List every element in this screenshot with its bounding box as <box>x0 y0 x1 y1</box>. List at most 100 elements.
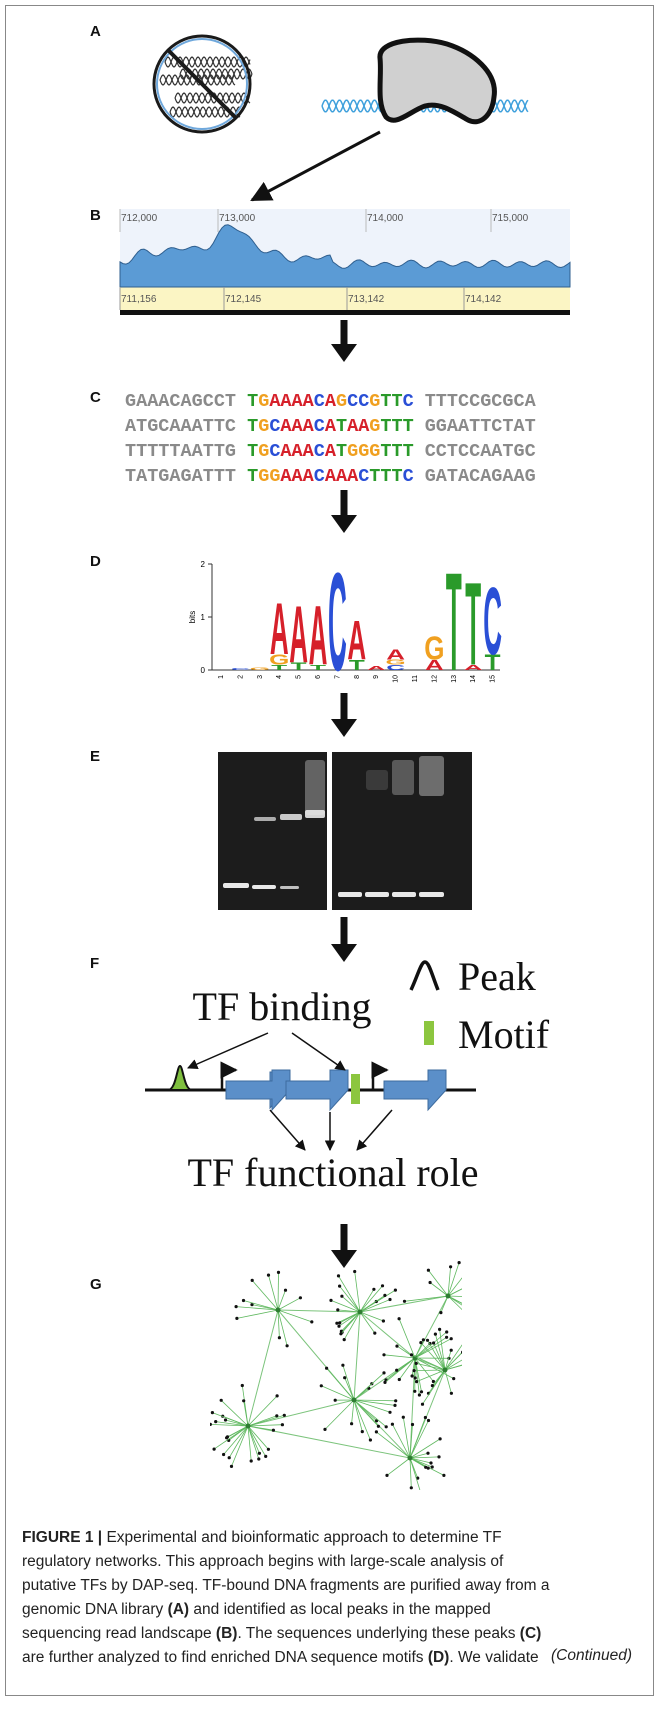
legend-peak: Peak <box>458 954 536 999</box>
network-edge <box>321 1385 355 1401</box>
coord-label: 711,156 <box>121 294 157 305</box>
network-edge <box>386 1457 411 1476</box>
gel-band <box>338 892 362 897</box>
network-node <box>419 1341 423 1345</box>
network-edge <box>409 1452 429 1459</box>
network-node <box>452 1377 456 1381</box>
logo-letter: C <box>231 667 250 670</box>
network-node <box>342 1338 346 1342</box>
network-node <box>257 1457 261 1461</box>
network-edge <box>359 1295 449 1313</box>
network-node <box>388 1297 392 1302</box>
network-node <box>310 1320 314 1324</box>
logo-position: 5 <box>296 675 303 679</box>
network-node <box>426 1451 430 1455</box>
logo-letter: A <box>270 587 289 670</box>
logo-position: 6 <box>315 675 322 679</box>
gel-smear <box>366 770 388 790</box>
logo-letter: A <box>367 665 386 672</box>
network-edge <box>247 1309 279 1427</box>
network-node <box>413 1376 417 1380</box>
network-node <box>421 1338 425 1342</box>
panel-label: E <box>90 748 100 765</box>
network-node <box>227 1456 231 1460</box>
network-edge <box>247 1425 411 1459</box>
network-edge <box>353 1399 396 1402</box>
network-edge <box>247 1424 283 1427</box>
network-node <box>415 1380 419 1384</box>
network-node <box>343 1376 347 1380</box>
legend-motif: Motif <box>458 1012 550 1057</box>
flow-arrow-head <box>331 1250 357 1268</box>
network-edge <box>444 1369 452 1394</box>
network-edge <box>339 1285 361 1313</box>
network-node <box>382 1353 386 1357</box>
logo-letter: A <box>309 589 328 684</box>
network-edge <box>353 1311 361 1401</box>
network-node <box>393 1403 397 1407</box>
network-node <box>467 1308 470 1311</box>
network-edge <box>444 1352 462 1371</box>
logo-ytick-label: 0 <box>201 666 206 675</box>
network-edge <box>440 1295 449 1313</box>
network-hub <box>357 1309 363 1315</box>
logo-letter: T <box>485 651 501 676</box>
network-edge <box>447 1288 462 1297</box>
network-node <box>468 1332 471 1335</box>
caption-line: regulatory networks. This approach begin… <box>22 1553 504 1570</box>
network-node <box>336 1274 341 1278</box>
network-edge <box>343 1311 361 1340</box>
network-edge <box>416 1369 446 1382</box>
network-node <box>350 1422 354 1426</box>
network-edge <box>396 1357 416 1371</box>
network-node <box>373 1331 377 1335</box>
logo-letter: T <box>349 657 365 673</box>
network-edge <box>376 1431 411 1459</box>
coord-label: 713,000 <box>219 213 256 224</box>
logo-position: 3 <box>257 675 264 679</box>
network-edge <box>447 1295 462 1297</box>
network-node <box>250 1278 254 1282</box>
network-edge <box>247 1425 274 1431</box>
network-node <box>417 1393 421 1397</box>
network-node <box>477 1349 480 1352</box>
network-node <box>420 1402 425 1406</box>
network-edge <box>409 1456 440 1459</box>
caption-text: (B) <box>216 1625 238 1642</box>
network-edge <box>416 1363 446 1371</box>
network-node <box>235 1316 239 1320</box>
network-node <box>376 1424 380 1428</box>
network-edge <box>398 1318 416 1359</box>
gel-smear <box>419 756 444 796</box>
logo-letter: A <box>464 664 483 672</box>
network-edge <box>422 1369 446 1405</box>
network-edge <box>247 1425 269 1450</box>
gel-band <box>365 892 389 897</box>
frame <box>5 5 654 1696</box>
network-edge <box>402 1417 411 1459</box>
network-node <box>485 1357 488 1360</box>
arrow <box>356 1109 393 1151</box>
gel-band <box>280 814 302 820</box>
network-edge <box>414 1369 446 1371</box>
network-node <box>401 1415 405 1419</box>
network-edge <box>409 1420 429 1459</box>
logo-letter: T <box>310 664 326 672</box>
network-edge <box>277 1290 286 1311</box>
network-node <box>241 1298 246 1303</box>
network-node <box>424 1465 428 1469</box>
flow-arrow-head <box>331 719 357 737</box>
network-node <box>219 1398 223 1402</box>
network-edge <box>213 1425 249 1450</box>
caption-text: are further analyzed to find enriched DN… <box>22 1649 428 1666</box>
network-node <box>395 1344 399 1348</box>
peak-legend-symbol <box>409 960 440 991</box>
network-node <box>242 1399 246 1403</box>
network-edge <box>444 1364 462 1371</box>
panel-g-network <box>210 1261 488 1490</box>
logo-letter: G <box>250 667 270 671</box>
network-edge <box>409 1457 432 1464</box>
caption-text: putative TFs by DAP-seq. TF-bound DNA fr… <box>22 1577 550 1594</box>
network-node <box>466 1345 469 1348</box>
network-node <box>229 1464 234 1468</box>
